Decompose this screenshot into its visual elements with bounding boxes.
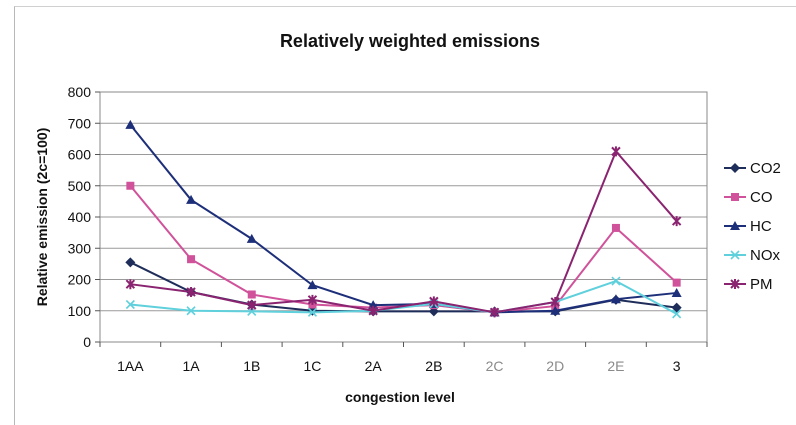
data-point-co2: [671, 302, 682, 313]
data-point-hc: [125, 119, 136, 129]
x-tick-label: 1B: [243, 358, 260, 374]
series-line-pm: [130, 149, 678, 314]
series-line-nox: [130, 279, 678, 315]
x-axis-ticks: 1AA 1A 1B 1C 2A 2B 2C 2D 2E 3: [99, 342, 708, 374]
y-tick-label: 500: [68, 178, 92, 194]
legend-label: NOx: [750, 247, 781, 264]
y-tick-label: 0: [83, 334, 91, 350]
x-tick-label: 2D: [546, 358, 564, 374]
y-tick-label: 300: [68, 240, 92, 256]
legend-marker-co2: [730, 163, 740, 173]
data-point-pm: [186, 287, 196, 297]
legend: CO2 CO HC NOx PM: [724, 160, 781, 293]
data-point-co: [187, 255, 196, 264]
chart-title: Relatively weighted emissions: [280, 31, 540, 51]
y-tick-label: 100: [68, 303, 92, 319]
data-point-nox: [672, 309, 682, 319]
legend-item-nox: NOx: [724, 247, 781, 264]
legend-label: CO: [750, 189, 773, 206]
data-point-pm: [489, 307, 500, 318]
legend-item-co: CO: [724, 189, 773, 206]
x-tick-label: 1AA: [117, 358, 144, 374]
data-point-nox: [125, 299, 135, 310]
legend-item-pm: PM: [724, 276, 773, 293]
y-tick-label: 800: [68, 84, 92, 100]
x-tick-label: 1C: [303, 358, 321, 374]
data-point-pm: [429, 296, 439, 307]
data-point-pm: [550, 297, 560, 307]
y-tick-label: 600: [68, 147, 92, 163]
x-tick-label: 1A: [182, 358, 200, 374]
data-point-hc: [671, 287, 682, 297]
legend-marker-hc: [730, 221, 740, 230]
y-axis-ticks: 0 100 200 300 400 500 600 700 800: [68, 84, 100, 350]
data-point-nox: [611, 276, 621, 286]
x-tick-label: 2E: [607, 358, 624, 374]
legend-label: HC: [750, 218, 772, 235]
data-point-pm: [611, 146, 621, 157]
series-layer: [125, 119, 682, 319]
x-axis-title: congestion level: [345, 389, 455, 405]
x-tick-label: 2C: [486, 358, 504, 374]
legend-item-co2: CO2: [724, 160, 781, 177]
data-point-pm: [307, 294, 318, 305]
x-tick-label: 2A: [365, 358, 383, 374]
legend-label: CO2: [750, 160, 781, 177]
data-point-pm: [671, 216, 682, 227]
data-point-nox: [307, 307, 318, 317]
series-line-hc: [129, 124, 677, 314]
data-point-co: [672, 278, 681, 287]
y-tick-label: 700: [68, 115, 92, 131]
y-tick-label: 400: [68, 209, 92, 225]
legend-marker-co: [731, 193, 739, 201]
legend-label: PM: [750, 276, 773, 293]
data-point-co: [126, 181, 135, 190]
data-point-hc: [307, 280, 318, 290]
legend-item-hc: HC: [724, 218, 772, 235]
data-point-hc: [550, 305, 561, 315]
data-point-co2: [125, 257, 136, 268]
x-tick-label: 3: [673, 358, 681, 374]
series-pm: [125, 146, 682, 318]
data-point-pm: [125, 279, 136, 290]
data-point-hc: [186, 194, 197, 204]
data-point-co: [247, 290, 256, 299]
legend-marker-pm: [730, 279, 740, 289]
y-axis-title: Relative emission (2c=100): [34, 128, 50, 307]
data-point-hc: [246, 233, 257, 243]
data-point-nox: [186, 306, 196, 316]
legend-marker-nox: [730, 250, 740, 260]
data-point-pm: [368, 305, 378, 316]
y-tick-label: 200: [68, 272, 92, 288]
chart-frame: [14, 6, 796, 425]
data-point-hc: [610, 294, 621, 304]
x-tick-label: 2B: [425, 358, 442, 374]
data-point-pm: [247, 300, 257, 311]
data-point-co: [611, 223, 620, 232]
